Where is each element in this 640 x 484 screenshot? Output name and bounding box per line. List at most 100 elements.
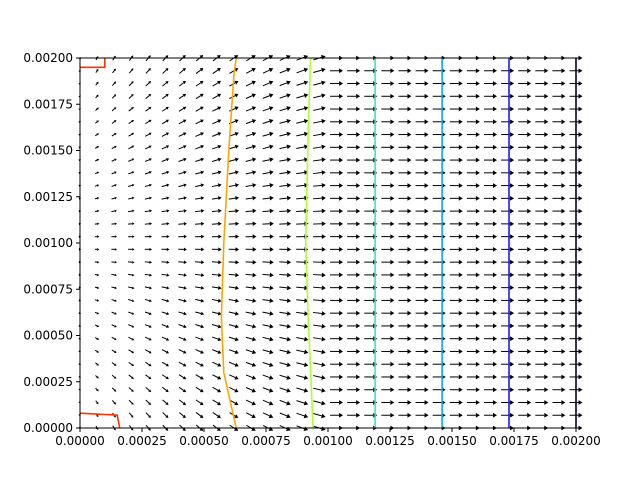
quiver-arrow [279, 337, 291, 342]
quiver-arrow [179, 132, 187, 136]
quiver-arrow [467, 260, 480, 265]
quiver-arrow [280, 400, 291, 405]
arrow-head [493, 349, 497, 354]
quiver-arrow [450, 272, 463, 277]
quiver-arrow [501, 247, 514, 252]
arrow-shaft [195, 312, 201, 314]
quiver-arrow [552, 170, 565, 175]
quiver-arrow [179, 412, 186, 418]
arrow-head [561, 272, 565, 277]
quiver-arrow [163, 412, 169, 417]
quiver-arrow [552, 158, 565, 163]
arrow-shaft [179, 121, 184, 124]
arrow-head [287, 311, 291, 316]
arrow-head [287, 247, 291, 252]
arrow-head [407, 183, 411, 188]
quiver-arrow [330, 132, 343, 137]
arrow-head [115, 248, 117, 251]
arrow-head [390, 311, 394, 316]
quiver-arrow [128, 299, 134, 302]
quiver-arrow [112, 400, 116, 404]
quiver-arrow [398, 247, 411, 252]
quiver-arrow [381, 234, 394, 239]
quiver-arrow [262, 285, 273, 290]
arrow-shaft [263, 400, 270, 403]
quiver-arrow [128, 171, 134, 174]
quiver-arrow [467, 375, 480, 380]
arrow-head [97, 261, 99, 264]
arrow-head [287, 145, 291, 150]
quiver-arrow [112, 375, 116, 379]
quiver-arrow [246, 337, 256, 341]
quiver-arrow [501, 336, 514, 341]
arrow-head [97, 286, 99, 289]
quiver-arrow [179, 81, 186, 86]
quiver-arrow [111, 197, 116, 200]
quiver-arrow [213, 68, 221, 74]
quiver-arrow [212, 350, 221, 354]
quiver-arrow [398, 260, 411, 265]
quiver-arrow [416, 158, 429, 163]
arrow-head [356, 158, 360, 163]
quiver-arrow [162, 94, 168, 99]
quiver-arrow [398, 170, 411, 175]
arrow-head [115, 274, 117, 277]
arrow-head [561, 68, 565, 73]
arrow-shaft [162, 325, 167, 327]
arrow-shaft [145, 337, 149, 339]
arrow-head [579, 68, 583, 73]
arrow-head [356, 311, 360, 316]
arrow-head [218, 260, 222, 264]
quiver-arrow [162, 222, 170, 225]
arrow-head [579, 324, 583, 329]
arrow-shaft [145, 108, 149, 111]
quiver-arrow [381, 285, 394, 290]
arrow-shaft [212, 350, 218, 352]
quiver-arrow [145, 248, 152, 251]
quiver-arrow [229, 106, 238, 111]
quiver-arrow [518, 145, 531, 150]
arrow-shaft [246, 362, 253, 364]
arrow-head [149, 261, 152, 264]
arrow-head [184, 222, 187, 226]
arrow-shaft [263, 337, 270, 339]
quiver-arrow [129, 362, 134, 366]
quiver-arrow [162, 107, 169, 111]
quiver-arrow [128, 287, 134, 290]
quiver-arrow [263, 183, 274, 188]
arrow-shaft [162, 387, 166, 390]
quiver-arrow [347, 68, 360, 73]
arrow-head [201, 299, 205, 303]
quiver-arrow [330, 260, 343, 265]
quiver-arrow [111, 235, 117, 238]
arrow-head [339, 119, 343, 124]
quiver-arrow [552, 234, 565, 239]
quiver-arrow [145, 158, 152, 161]
arrow-head [425, 234, 429, 239]
quiver-arrow [535, 209, 548, 214]
arrow-head [579, 94, 583, 99]
arrow-shaft [279, 173, 287, 174]
arrow-shaft [246, 160, 253, 162]
arrow-head [270, 247, 274, 252]
quiver-arrow [467, 285, 480, 290]
quiver-arrow [162, 120, 169, 124]
arrow-shaft [195, 325, 201, 327]
quiver-arrow [246, 196, 257, 201]
arrow-head [561, 387, 565, 392]
arrow-head [493, 132, 497, 137]
arrow-head [390, 349, 394, 354]
arrow-shaft [263, 160, 270, 162]
quiver-arrow [111, 261, 117, 264]
quiver-arrow [229, 387, 238, 392]
quiver-arrow [162, 362, 169, 366]
arrow-shaft [279, 287, 287, 288]
quiver-arrow [262, 247, 273, 252]
arrow-shaft [296, 375, 304, 377]
arrow-shaft [246, 400, 252, 403]
arrow-shaft [313, 198, 322, 199]
quiver-arrow [313, 413, 325, 418]
arrows-layer [78, 55, 582, 431]
arrow-head [493, 209, 497, 214]
arrow-head [459, 221, 463, 226]
